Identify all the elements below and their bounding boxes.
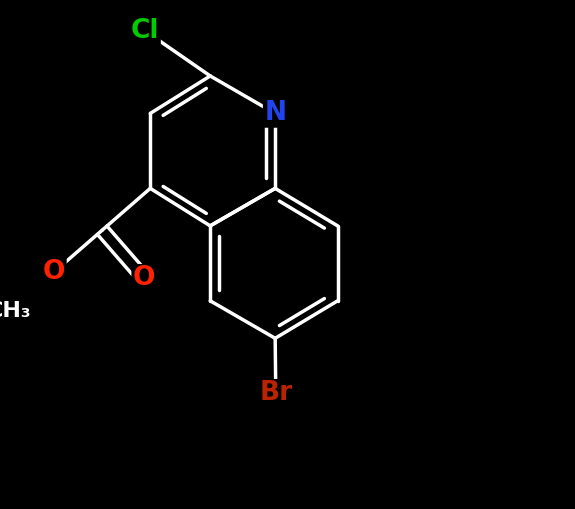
Text: Br: Br — [259, 380, 292, 406]
Text: O: O — [133, 265, 155, 291]
Text: O: O — [43, 259, 66, 285]
Text: N: N — [264, 100, 286, 126]
Text: Cl: Cl — [131, 18, 159, 44]
Text: CH₃: CH₃ — [0, 301, 31, 321]
